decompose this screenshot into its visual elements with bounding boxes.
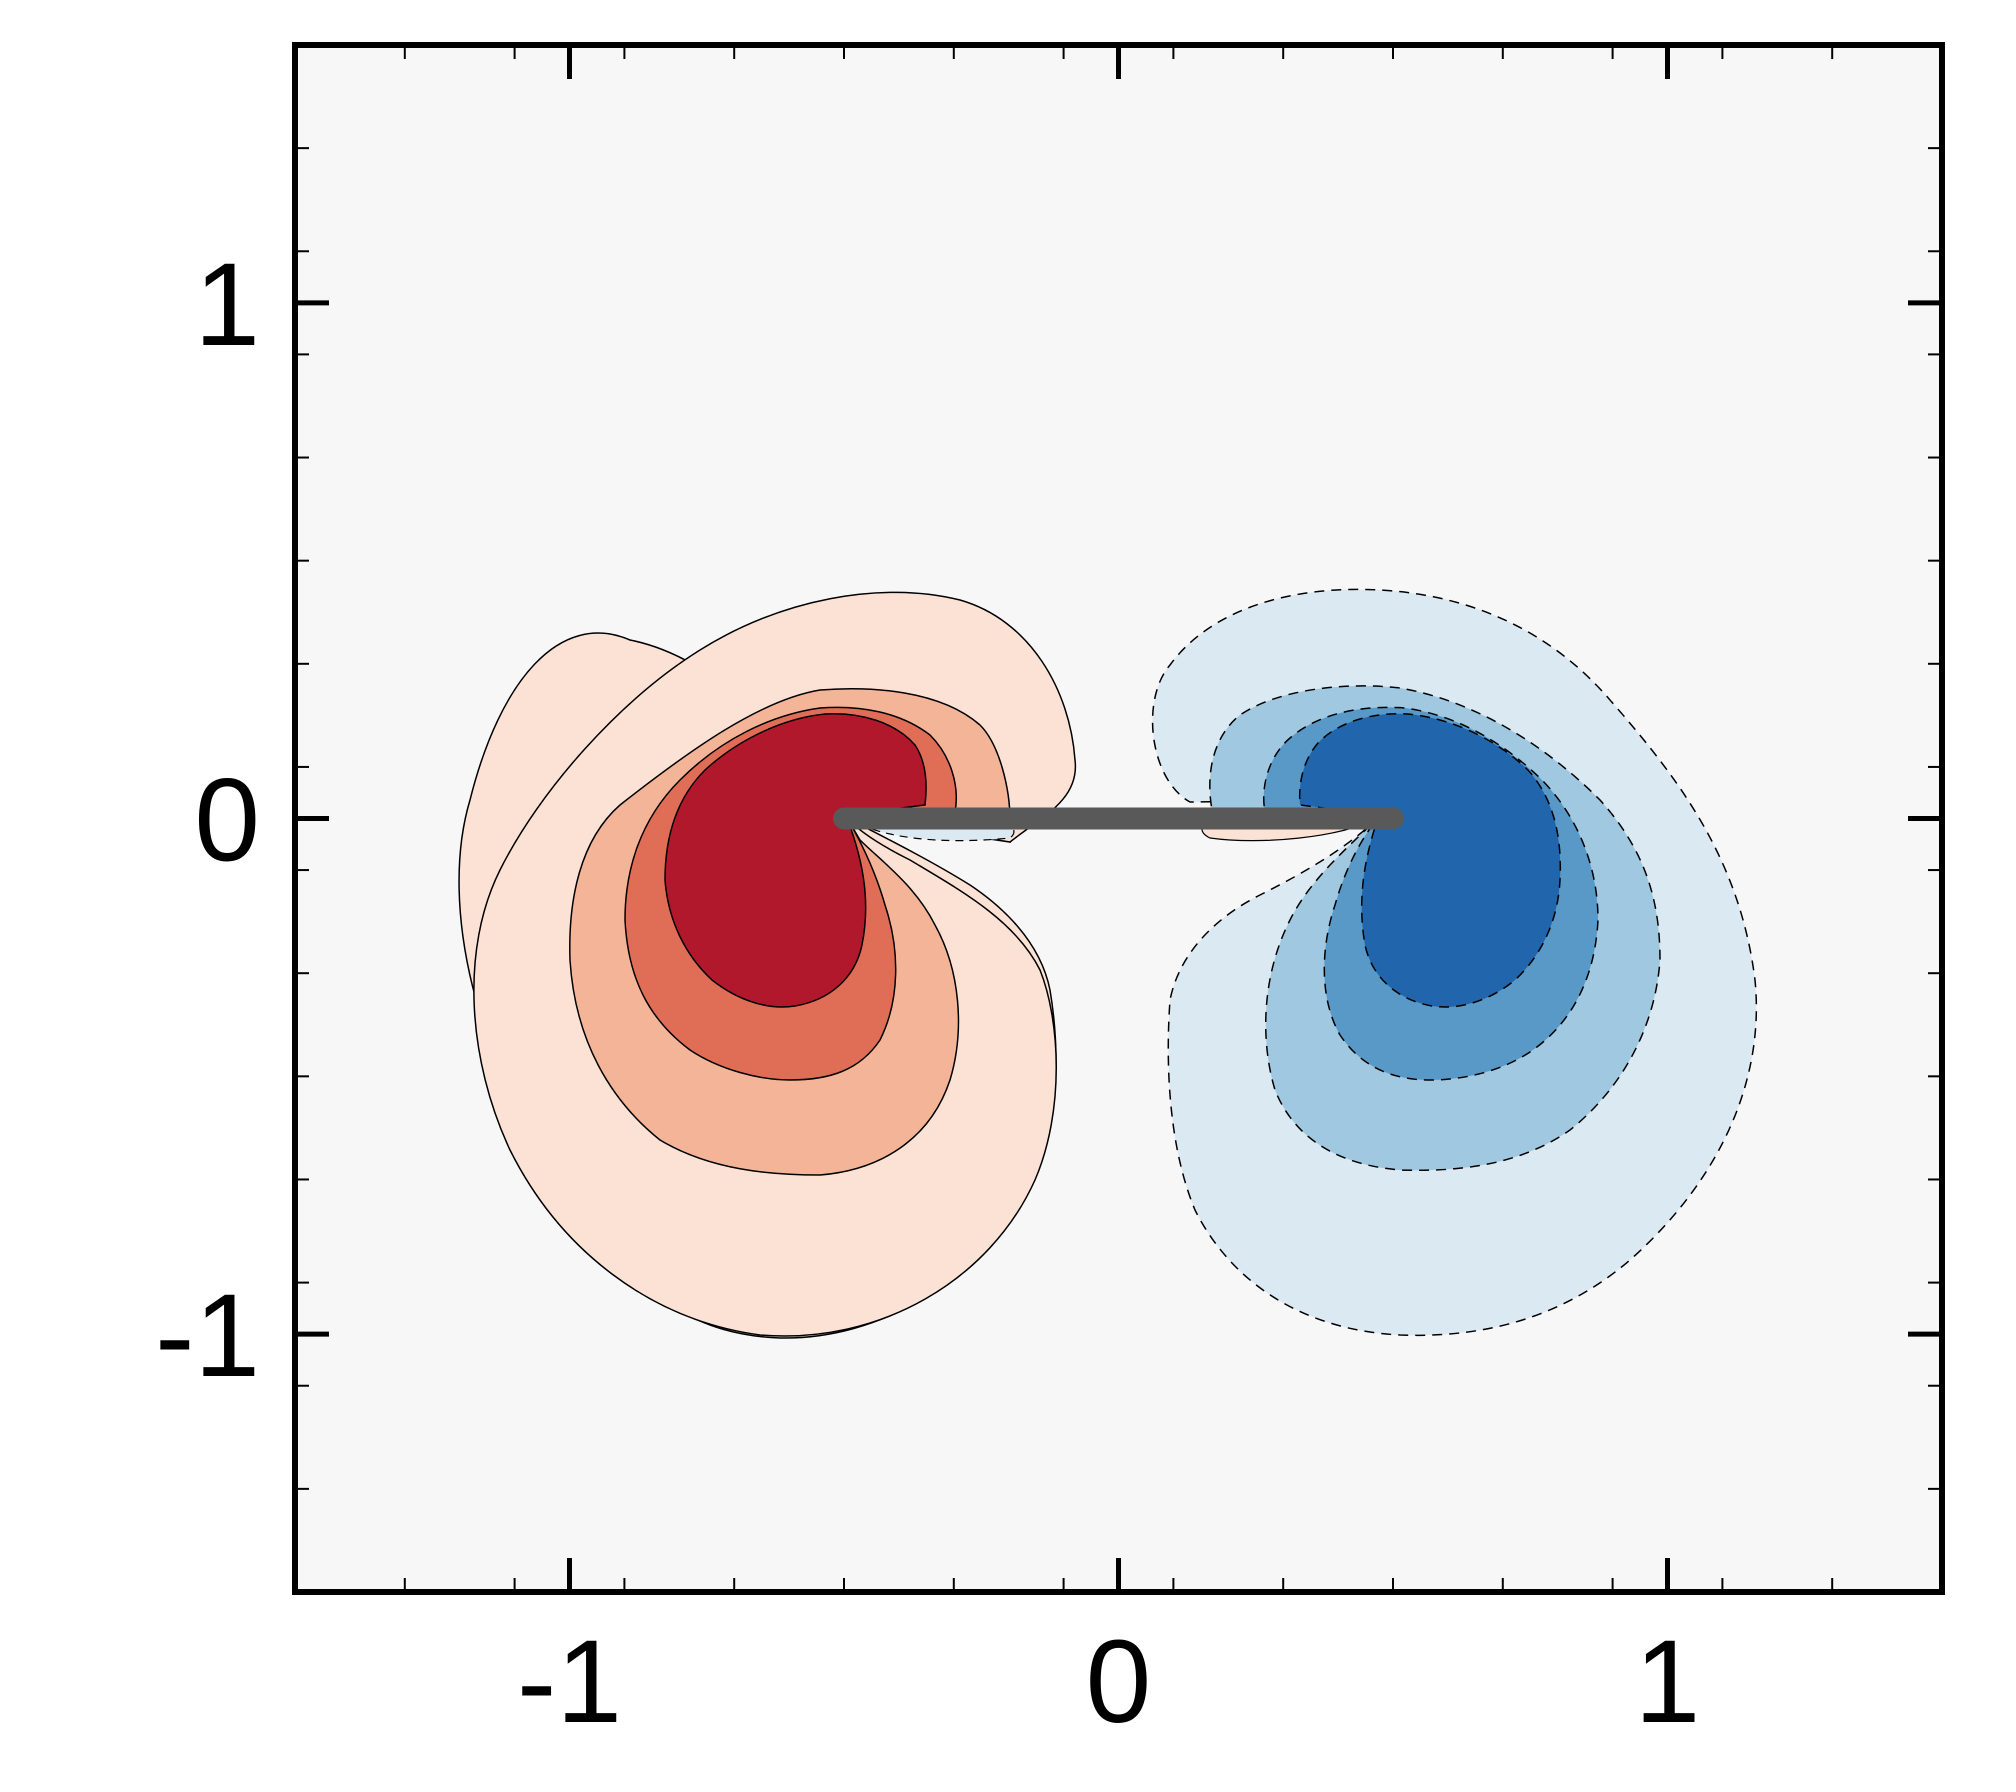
y-tick-label-0: 0 <box>194 755 260 887</box>
y-tick-label-1: 1 <box>194 239 260 371</box>
x-tick-label-1: 1 <box>1635 1616 1701 1748</box>
minor-ticks <box>295 45 1942 1592</box>
negative-contour-level-4 <box>1298 713 1562 1008</box>
x-tick-label-0: 0 <box>1086 1616 1152 1748</box>
positive-vortex <box>458 591 1077 1339</box>
negative-vortex <box>1151 588 1758 1337</box>
y-tick-label-neg1: -1 <box>155 1270 260 1402</box>
positive-contour-level-4 <box>664 713 927 1008</box>
x-tick-label-neg1: -1 <box>517 1616 622 1748</box>
major-ticks <box>295 45 1942 1592</box>
